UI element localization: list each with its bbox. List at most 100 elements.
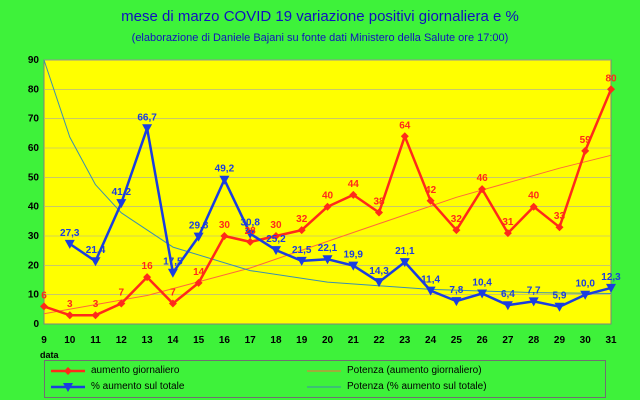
marker-0-21 <box>349 190 358 199</box>
marker-0-29 <box>555 223 564 232</box>
x-tick-label-11: 11 <box>90 335 101 346</box>
data-label-1-11: 21,4 <box>86 245 106 256</box>
marker-0-26 <box>478 185 487 194</box>
data-label-0-21: 44 <box>348 179 360 190</box>
data-label-1-20: 22,1 <box>318 243 338 254</box>
marker-0-23 <box>400 132 409 141</box>
data-label-1-13: 66,7 <box>137 112 157 123</box>
data-label-0-16: 30 <box>219 220 231 231</box>
y-tick-label-90: 90 <box>28 55 40 66</box>
marker-1-26 <box>477 289 488 299</box>
x-tick-label-10: 10 <box>64 335 76 346</box>
legend-swatch-trend-percentuale <box>307 386 341 388</box>
data-label-1-25: 7,8 <box>449 285 463 296</box>
legend-label-trend-percentuale: Potenza (% aumento sul totale) <box>347 381 487 392</box>
y-tick-label-20: 20 <box>28 260 40 271</box>
marker-1-27 <box>502 301 513 311</box>
marker-0-15 <box>194 278 203 287</box>
legend-swatch-trend-aumento <box>307 370 341 372</box>
marker-1-10 <box>64 239 75 249</box>
marker-1-17 <box>245 229 256 239</box>
data-label-0-9: 6 <box>41 290 47 301</box>
x-tick-label-28: 28 <box>528 335 540 346</box>
x-tick-label-9: 9 <box>41 335 47 346</box>
y-tick-label-80: 80 <box>28 84 40 95</box>
legend: aumento giornaliero Potenza (aumento gio… <box>44 360 606 398</box>
marker-1-11 <box>90 257 101 267</box>
marker-0-12 <box>117 299 126 308</box>
marker-1-14 <box>167 268 178 278</box>
data-label-1-23: 21,1 <box>395 246 415 257</box>
data-label-0-27: 31 <box>502 217 514 228</box>
legend-label-trend-aumento: Potenza (aumento giornaliero) <box>347 365 482 376</box>
y-tick-labels: 0 10 20 30 40 50 60 70 80 90 <box>28 55 40 330</box>
x-tick-label-12: 12 <box>116 335 128 346</box>
data-label-0-30: 59 <box>580 135 592 146</box>
data-label-1-16: 49,2 <box>215 164 235 175</box>
data-label-1-31: 12,3 <box>601 272 621 283</box>
data-label-0-26: 46 <box>477 173 489 184</box>
data-label-0-25: 32 <box>451 214 463 225</box>
data-label-0-12: 7 <box>119 287 125 298</box>
data-label-0-14: 7 <box>170 287 176 298</box>
marker-0-16 <box>220 232 229 240</box>
data-label-0-19: 32 <box>296 214 308 225</box>
data-label-0-24: 42 <box>425 185 437 196</box>
x-axis-label: data <box>40 350 60 360</box>
marker-0-11 <box>91 311 100 320</box>
x-tick-label-27: 27 <box>502 335 514 346</box>
x-tick-label-21: 21 <box>348 335 360 346</box>
x-tick-label-14: 14 <box>167 335 179 346</box>
marker-1-25 <box>451 297 462 307</box>
marker-1-24 <box>425 286 436 296</box>
marker-0-14 <box>168 299 177 308</box>
plot-area <box>43 59 612 325</box>
marker-1-18 <box>271 246 281 256</box>
marker-0-24 <box>426 196 435 205</box>
marker-1-28 <box>528 297 539 307</box>
data-label-1-21: 19,9 <box>344 250 364 261</box>
marker-1-13 <box>142 124 153 134</box>
marker-1-20 <box>322 255 333 265</box>
data-label-1-18: 25,2 <box>266 234 286 245</box>
marker-0-19 <box>297 226 306 235</box>
data-label-1-19: 21,5 <box>292 245 312 256</box>
data-label-0-15: 14 <box>193 267 205 278</box>
y-tick-label-60: 60 <box>28 143 40 154</box>
x-tick-label-22: 22 <box>373 335 385 346</box>
x-tick-label-29: 29 <box>554 335 566 346</box>
marker-1-31 <box>606 283 616 293</box>
data-label-1-14: 17,5 <box>163 257 183 268</box>
y-tick-label-30: 30 <box>28 231 40 242</box>
legend-swatch-aumento <box>51 367 85 375</box>
x-tick-label-26: 26 <box>477 335 489 346</box>
marker-1-21 <box>348 261 359 271</box>
x-tick-label-24: 24 <box>425 335 437 346</box>
data-label-1-24: 11,4 <box>421 275 440 286</box>
trendline-0 <box>43 154 612 315</box>
data-label-0-23: 64 <box>399 120 411 131</box>
data-label-0-18: 30 <box>270 220 282 231</box>
marker-0-30 <box>581 146 590 155</box>
marker-1-16 <box>219 175 230 185</box>
marker-1-22 <box>374 278 384 288</box>
data-label-1-12: 41,2 <box>112 187 132 198</box>
marker-1-30 <box>580 290 591 300</box>
x-tick-label-25: 25 <box>451 335 463 346</box>
data-label-1-27: 6,4 <box>501 289 515 300</box>
marker-0-18 <box>272 232 280 240</box>
marker-0-28 <box>529 202 538 211</box>
marker-1-19 <box>296 256 307 266</box>
marker-0-9 <box>40 302 48 311</box>
data-label-1-29: 5,9 <box>553 291 567 302</box>
x-tick-label-15: 15 <box>193 335 205 346</box>
y-tick-label-0: 0 <box>33 319 39 330</box>
data-label-0-11: 3 <box>93 299 99 310</box>
data-label-0-10: 3 <box>67 299 73 310</box>
grid <box>44 59 611 295</box>
marker-0-25 <box>452 226 461 235</box>
marker-0-10 <box>65 311 74 320</box>
marker-0-13 <box>143 273 152 282</box>
x-tick-label-13: 13 <box>142 335 154 346</box>
